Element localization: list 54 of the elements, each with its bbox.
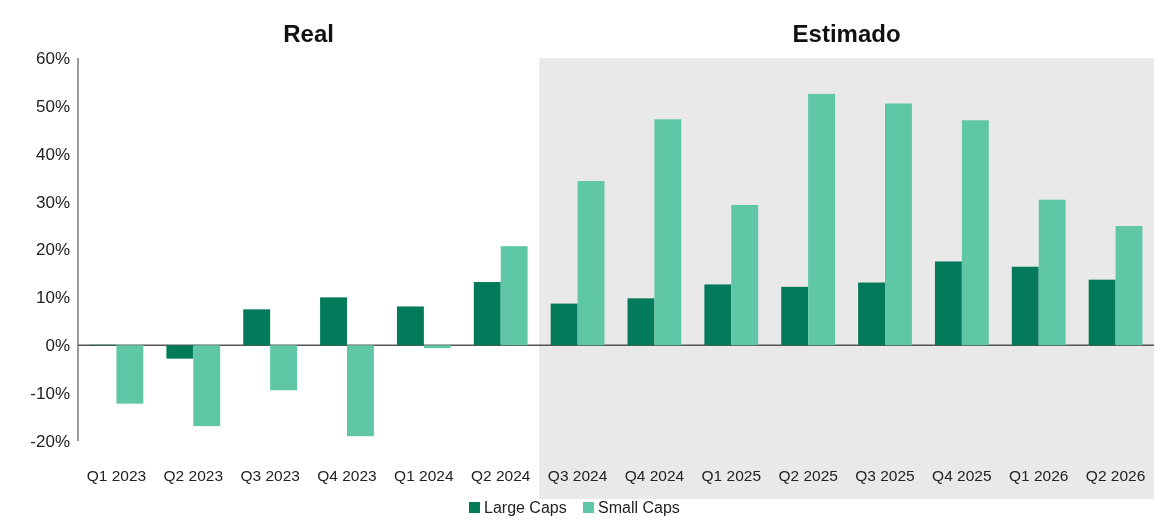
x-tick-label: Q1 2024 — [394, 467, 454, 484]
bar — [731, 204, 759, 346]
bar — [116, 345, 144, 404]
bar — [627, 298, 655, 346]
band-label: Estimado — [792, 20, 901, 47]
x-tick-label: Q1 2025 — [701, 467, 762, 484]
bar — [858, 282, 885, 346]
bar — [423, 345, 451, 349]
bar — [193, 345, 221, 427]
bar — [270, 345, 298, 391]
x-tick-label: Q1 2026 — [1008, 467, 1069, 484]
y-tick-label: 20% — [35, 240, 70, 260]
x-tick-label: Q3 2025 — [855, 467, 915, 484]
bar — [1088, 279, 1116, 346]
x-tick-label: Q2 2024 — [470, 467, 531, 484]
bar — [500, 246, 528, 346]
bar — [781, 286, 809, 346]
bar — [166, 345, 194, 359]
x-tick-label: Q1 2023 — [86, 467, 147, 484]
y-tick-label: 40% — [35, 144, 70, 164]
y-tick-label: 10% — [35, 288, 70, 308]
bar — [243, 309, 271, 346]
legend-label: Large Caps — [484, 499, 567, 516]
bar — [808, 93, 836, 346]
bar — [704, 284, 732, 346]
x-tick-label: Q4 2024 — [624, 467, 685, 484]
bar — [1011, 266, 1039, 346]
y-tick-label: -10% — [30, 384, 70, 404]
bar — [577, 181, 605, 346]
y-tick-label: 60% — [35, 48, 70, 68]
bar — [654, 119, 682, 346]
x-tick-label: Q3 2024 — [547, 467, 608, 484]
y-tick-label: 30% — [35, 192, 70, 212]
bar — [550, 303, 578, 346]
text: Real — [283, 20, 334, 47]
x-tick-label: Q2 2026 — [1085, 467, 1146, 484]
bar — [961, 120, 989, 346]
x-tick-label: Q4 2023 — [317, 467, 377, 484]
x-tick-label: Q2 2023 — [163, 467, 224, 484]
bar — [473, 282, 501, 346]
x-tick-label: Q3 2023 — [240, 467, 300, 484]
y-tick-label: -20% — [30, 431, 70, 451]
y-tick-label: 50% — [35, 96, 70, 116]
x-tick-label: Q2 2025 — [778, 467, 838, 484]
bar — [1115, 226, 1143, 346]
bar — [396, 306, 424, 346]
x-tick-label: Q4 2025 — [932, 467, 992, 484]
legend-label: Small Caps — [598, 499, 680, 516]
bar — [1038, 199, 1066, 346]
bar — [347, 345, 374, 437]
bar — [885, 103, 912, 346]
bar — [320, 297, 347, 346]
y-tick-label: 0% — [45, 336, 70, 356]
bar — [934, 261, 962, 346]
